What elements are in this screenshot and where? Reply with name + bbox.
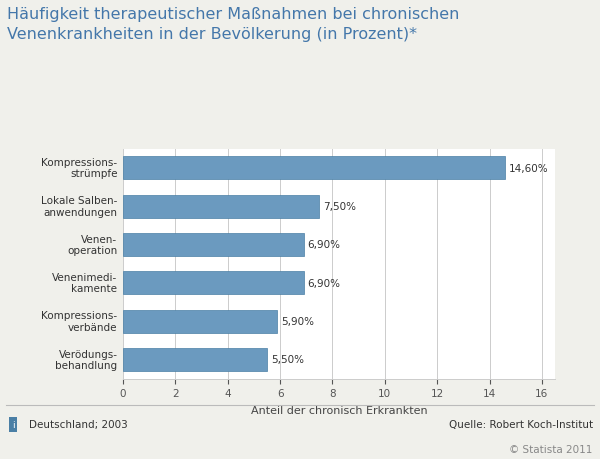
Text: © Statista 2011: © Statista 2011 (509, 444, 593, 454)
Text: 6,90%: 6,90% (308, 278, 341, 288)
Bar (123, 348, 267, 371)
Text: i: i (12, 420, 14, 429)
Text: 14,60%: 14,60% (509, 163, 549, 174)
Text: 7,50%: 7,50% (323, 202, 356, 212)
Text: Häufigkeit therapeutischer Maßnahmen bei chronischen
Venenkrankheiten in der Bev: Häufigkeit therapeutischer Maßnahmen bei… (7, 7, 460, 42)
Text: 5,90%: 5,90% (281, 316, 314, 326)
Bar (123, 233, 304, 256)
Bar (123, 272, 304, 295)
X-axis label: Anteil der chronisch Erkrankten: Anteil der chronisch Erkrankten (251, 405, 427, 415)
Text: 6,90%: 6,90% (308, 240, 341, 250)
Text: 5,50%: 5,50% (271, 354, 304, 364)
Bar (123, 195, 319, 218)
Bar (123, 157, 505, 180)
Text: Quelle: Robert Koch-Institut: Quelle: Robert Koch-Institut (449, 420, 593, 430)
Bar (123, 310, 277, 333)
Text: Deutschland; 2003: Deutschland; 2003 (29, 420, 128, 430)
